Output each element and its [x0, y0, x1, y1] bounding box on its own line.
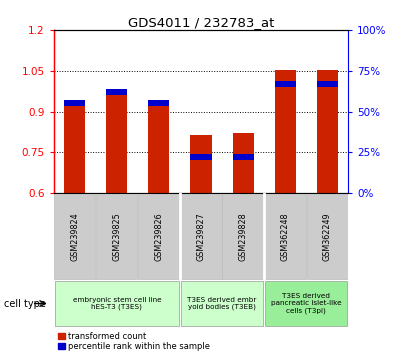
Bar [306, 194, 348, 279]
Text: T3ES derived embr
yoid bodies (T3EB): T3ES derived embr yoid bodies (T3EB) [187, 297, 257, 310]
Bar [317, 81, 338, 87]
Bar [181, 281, 263, 326]
Bar [148, 102, 170, 193]
Title: GDS4011 / 232783_at: GDS4011 / 232783_at [128, 16, 274, 29]
Bar [64, 102, 85, 193]
Text: GSM239828: GSM239828 [238, 212, 248, 261]
Text: GSM362249: GSM362249 [323, 212, 332, 261]
Text: T3ES derived
pancreatic islet-like
cells (T3pi): T3ES derived pancreatic islet-like cells… [271, 293, 341, 314]
Bar [275, 81, 296, 87]
Text: GSM362248: GSM362248 [281, 212, 290, 261]
Bar [265, 194, 306, 279]
Bar [180, 194, 222, 279]
Bar [275, 70, 296, 193]
Bar [191, 154, 211, 160]
Text: GSM239827: GSM239827 [197, 212, 205, 261]
Bar [64, 101, 85, 106]
Legend: transformed count, percentile rank within the sample: transformed count, percentile rank withi… [58, 332, 210, 351]
Bar [106, 94, 127, 193]
Text: GSM239824: GSM239824 [70, 212, 79, 261]
Bar [222, 194, 264, 279]
Bar [138, 194, 179, 279]
Bar [54, 194, 96, 279]
Bar [191, 135, 211, 193]
Bar [265, 281, 347, 326]
Text: GSM239825: GSM239825 [112, 212, 121, 261]
Text: embryonic stem cell line
hES-T3 (T3ES): embryonic stem cell line hES-T3 (T3ES) [72, 297, 161, 310]
Bar [148, 101, 170, 106]
Bar [232, 133, 254, 193]
Text: cell type: cell type [4, 298, 46, 309]
Bar [317, 70, 338, 193]
Bar [96, 194, 137, 279]
Bar [55, 281, 179, 326]
Bar [106, 89, 127, 95]
Text: GSM239826: GSM239826 [154, 212, 164, 261]
Bar [232, 154, 254, 160]
